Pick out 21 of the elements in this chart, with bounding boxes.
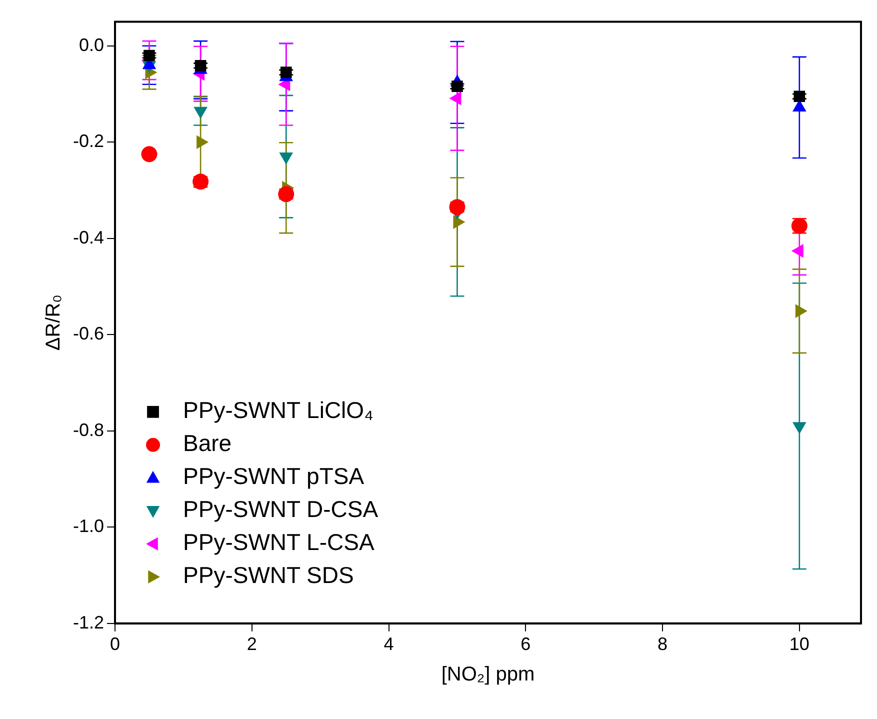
legend-label: PPy-SWNT L-CSA: [183, 529, 375, 556]
y-tick-label: -1.2: [72, 612, 104, 632]
y-tick-label: -0.4: [72, 227, 104, 248]
y-tick-label: 0.0: [78, 34, 104, 55]
x-tick-label: 0: [110, 634, 120, 654]
legend-label: PPy-SWNT LiClO₄: [183, 397, 374, 424]
x-axis-title: [NO₂] ppm: [441, 664, 535, 686]
x-tick-label: 4: [384, 634, 394, 654]
y-tick-label: -0.2: [72, 131, 104, 152]
legend-label: PPy-SWNT D-CSA: [183, 496, 379, 522]
x-tick-label: 2: [246, 634, 257, 654]
y-axis-title: ΔR/R₀: [42, 294, 65, 351]
y-tick-label: -1.0: [72, 516, 104, 536]
x-tick-label: 10: [789, 634, 810, 654]
legend-label: PPy-SWNT pTSA: [183, 463, 365, 490]
legend-label: Bare: [183, 430, 232, 456]
y-tick-label: -0.8: [72, 420, 104, 440]
x-tick-label: 6: [520, 634, 531, 654]
legend-label: PPy-SWNT SDS: [183, 562, 354, 588]
x-tick-label: 8: [658, 634, 668, 654]
y-tick-label: -0.6: [72, 324, 104, 344]
